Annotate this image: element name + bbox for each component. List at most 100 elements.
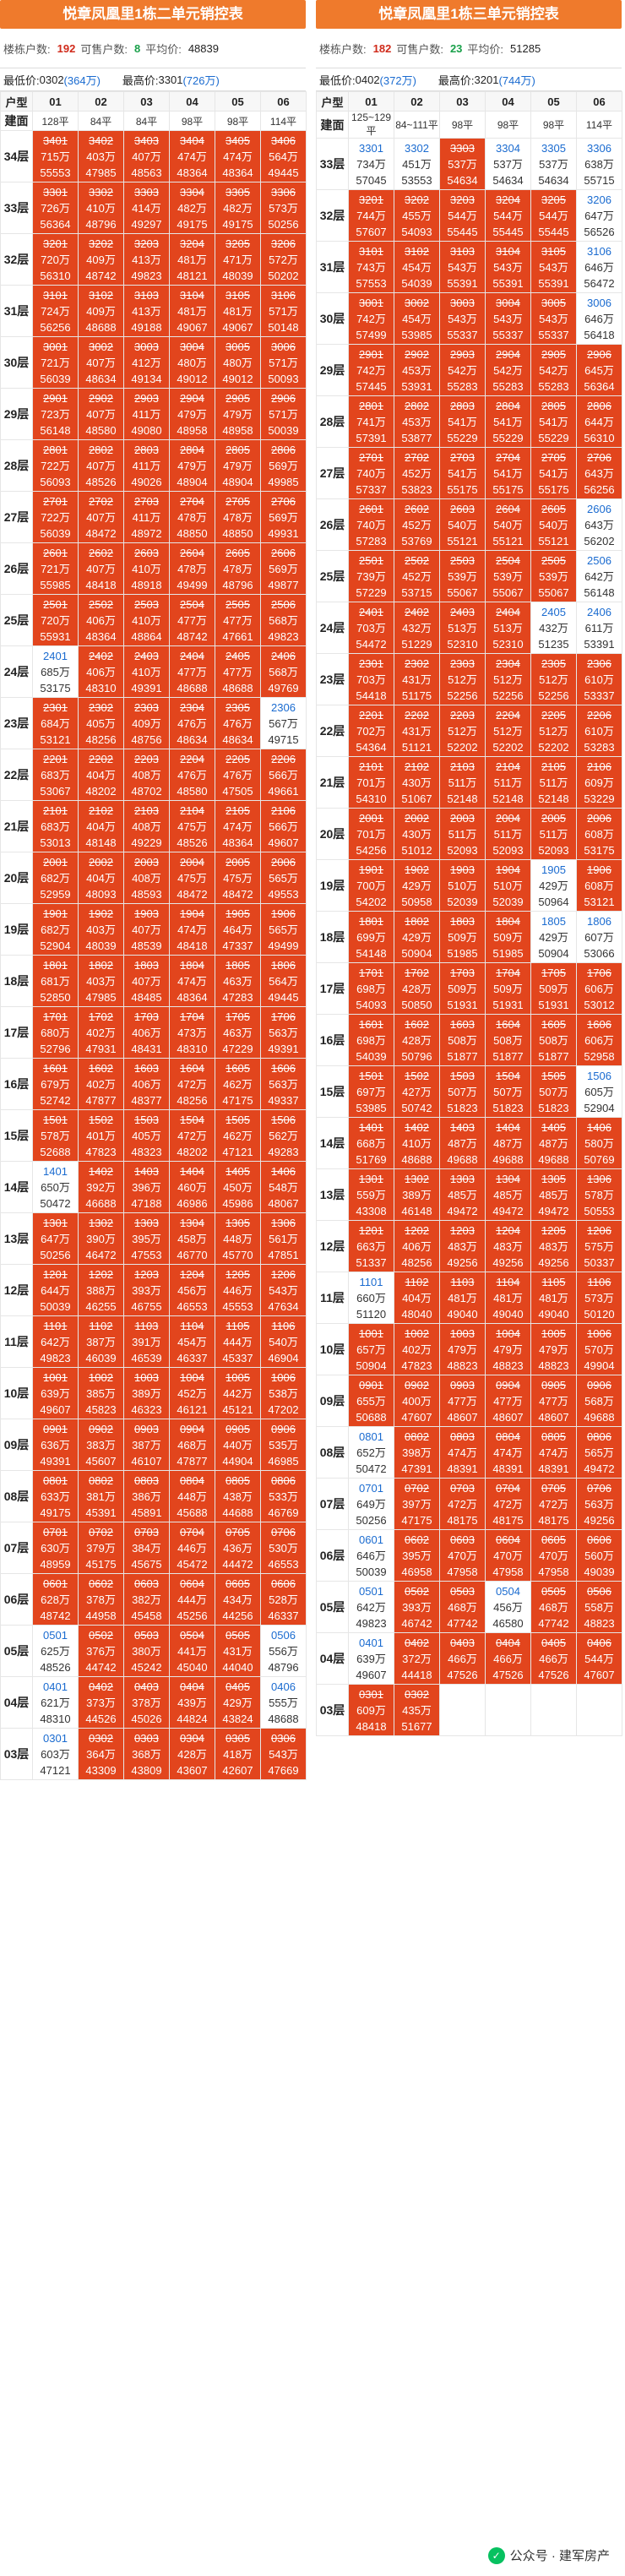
unit-cell-sold[interactable]: 2503 410万 48864 <box>123 594 170 646</box>
unit-cell-sold[interactable]: 2201 683万 53067 <box>32 749 79 801</box>
unit-cell-sold[interactable]: 0704 446万 45472 <box>169 1522 215 1574</box>
unit-cell-sold[interactable]: 1205 483万 49256 <box>530 1220 577 1272</box>
unit-cell-sold[interactable]: 0702 397万 47175 <box>394 1478 440 1530</box>
unit-cell-sold[interactable]: 2805 479万 48904 <box>215 439 261 492</box>
unit-cell-sold[interactable]: 3301 726万 56364 <box>32 182 79 234</box>
unit-cell-sold[interactable]: 2902 407万 48580 <box>78 388 124 440</box>
unit-cell-sold[interactable]: 2601 721万 55985 <box>32 542 79 595</box>
unit-cell-available[interactable]: 1101 660万 51120 <box>348 1272 394 1324</box>
unit-cell-sold[interactable]: 1001 657万 50904 <box>348 1323 394 1375</box>
unit-cell-sold[interactable]: 1302 389万 46148 <box>394 1168 440 1221</box>
unit-cell-sold[interactable]: 0905 477万 48607 <box>530 1375 577 1427</box>
unit-cell-sold[interactable]: 2304 476万 48634 <box>169 697 215 749</box>
unit-cell-sold[interactable]: 3103 543万 55391 <box>439 241 486 293</box>
unit-cell-sold[interactable]: 0405 466万 47526 <box>530 1632 577 1685</box>
unit-cell-sold[interactable]: 1503 507万 51823 <box>439 1065 486 1118</box>
unit-cell-sold[interactable]: 2705 478万 48850 <box>215 491 261 543</box>
unit-cell-sold[interactable]: 1104 454万 46337 <box>169 1315 215 1368</box>
unit-cell-sold[interactable]: 0902 383万 45607 <box>78 1419 124 1471</box>
unit-cell-sold[interactable]: 0503 468万 47742 <box>439 1581 486 1633</box>
unit-cell-sold[interactable]: 2105 474万 48364 <box>215 800 261 852</box>
unit-cell-sold[interactable]: 2804 541万 55229 <box>485 395 531 448</box>
unit-cell-sold[interactable]: 3403 407万 48563 <box>123 130 170 182</box>
unit-cell-available[interactable]: 3305 537万 54634 <box>530 138 577 190</box>
unit-cell-sold[interactable]: 1304 485万 49472 <box>485 1168 531 1221</box>
unit-cell-sold[interactable]: 0804 448万 45688 <box>169 1470 215 1522</box>
unit-cell-sold[interactable]: 1702 402万 47931 <box>78 1006 124 1059</box>
unit-cell-sold[interactable]: 1704 509万 51931 <box>485 962 531 1015</box>
unit-cell-sold[interactable]: 2101 701万 54310 <box>348 756 394 809</box>
unit-cell-sold[interactable]: 3303 414万 49297 <box>123 182 170 234</box>
unit-cell-sold[interactable]: 2906 645万 56364 <box>576 344 622 396</box>
unit-cell-sold[interactable]: 1605 508万 51877 <box>530 1014 577 1066</box>
unit-cell-sold[interactable]: 0903 387万 46107 <box>123 1419 170 1471</box>
unit-cell-sold[interactable]: 3004 480万 49012 <box>169 336 215 389</box>
unit-cell-sold[interactable]: 2704 478万 48850 <box>169 491 215 543</box>
unit-cell-sold[interactable]: 0305 418万 42607 <box>215 1728 261 1780</box>
unit-cell-sold[interactable]: 2605 540万 55121 <box>530 498 577 551</box>
unit-cell-sold[interactable]: 2905 542万 55283 <box>530 344 577 396</box>
unit-cell-sold[interactable]: 3101 724万 56256 <box>32 285 79 337</box>
unit-cell-sold[interactable]: 2705 541万 55175 <box>530 447 577 499</box>
unit-cell-sold[interactable]: 0903 477万 48607 <box>439 1375 486 1427</box>
unit-cell-sold[interactable]: 1406 580万 50769 <box>576 1117 622 1169</box>
unit-cell-sold[interactable]: 0802 381万 45391 <box>78 1470 124 1522</box>
unit-cell-sold[interactable]: 0901 636万 49391 <box>32 1419 79 1471</box>
unit-cell-sold[interactable]: 2604 540万 55121 <box>485 498 531 551</box>
unit-cell-sold[interactable]: 2906 571万 50039 <box>260 388 307 440</box>
unit-cell-sold[interactable]: 0301 609万 48418 <box>348 1684 394 1736</box>
unit-cell-sold[interactable]: 0806 533万 46769 <box>260 1470 307 1522</box>
unit-cell-sold[interactable]: 2002 404万 48093 <box>78 852 124 904</box>
unit-cell-sold[interactable]: 1804 509万 51985 <box>485 911 531 963</box>
unit-cell-sold[interactable]: 1704 473万 48310 <box>169 1006 215 1059</box>
unit-cell-sold[interactable]: 1403 487万 49688 <box>439 1117 486 1169</box>
unit-cell-sold[interactable]: 1503 405万 48323 <box>123 1109 170 1162</box>
unit-cell-sold[interactable]: 2803 541万 55229 <box>439 395 486 448</box>
unit-cell-sold[interactable]: 2101 683万 53013 <box>32 800 79 852</box>
unit-cell-available[interactable]: 3304 537万 54634 <box>485 138 531 190</box>
unit-cell-sold[interactable]: 1002 402万 47823 <box>394 1323 440 1375</box>
unit-cell-sold[interactable]: 2706 569万 49931 <box>260 491 307 543</box>
unit-cell-sold[interactable]: 1501 578万 52688 <box>32 1109 79 1162</box>
unit-cell-available[interactable]: 0401 621万 48310 <box>32 1676 79 1729</box>
unit-cell-sold[interactable]: 0406 544万 47607 <box>576 1632 622 1685</box>
unit-cell-sold[interactable]: 2703 541万 55175 <box>439 447 486 499</box>
unit-cell-sold[interactable]: 1902 403万 48039 <box>78 903 124 956</box>
unit-cell-sold[interactable]: 3302 410万 48796 <box>78 182 124 234</box>
unit-cell-sold[interactable]: 1002 385万 45823 <box>78 1367 124 1419</box>
unit-cell-sold[interactable]: 2504 477万 48742 <box>169 594 215 646</box>
unit-cell-sold[interactable]: 3205 544万 55445 <box>530 189 577 242</box>
unit-cell-sold[interactable]: 0706 563万 49256 <box>576 1478 622 1530</box>
unit-cell-sold[interactable]: 1904 474万 48418 <box>169 903 215 956</box>
unit-cell-sold[interactable]: 0703 384万 45675 <box>123 1522 170 1574</box>
unit-cell-sold[interactable]: 1801 681万 52850 <box>32 955 79 1007</box>
unit-cell-sold[interactable]: 1703 509万 51931 <box>439 962 486 1015</box>
unit-cell-sold[interactable]: 2106 609万 53229 <box>576 756 622 809</box>
unit-cell-sold[interactable]: 1402 410万 48688 <box>394 1117 440 1169</box>
unit-cell-sold[interactable]: 2404 513万 52310 <box>485 602 531 654</box>
unit-cell-sold[interactable]: 3204 544万 55445 <box>485 189 531 242</box>
unit-cell-sold[interactable]: 2402 432万 51229 <box>394 602 440 654</box>
unit-cell-sold[interactable]: 1803 509万 51985 <box>439 911 486 963</box>
unit-cell-sold[interactable]: 2403 513万 52310 <box>439 602 486 654</box>
unit-cell-sold[interactable]: 1106 573万 50120 <box>576 1272 622 1324</box>
unit-cell-sold[interactable]: 0702 379万 45175 <box>78 1522 124 1574</box>
unit-cell-sold[interactable]: 3406 564万 49445 <box>260 130 307 182</box>
unit-cell-sold[interactable]: 1705 463万 47229 <box>215 1006 261 1059</box>
unit-cell-sold[interactable]: 3104 481万 49067 <box>169 285 215 337</box>
unit-cell-sold[interactable]: 3206 572万 50202 <box>260 233 307 286</box>
unit-cell-sold[interactable]: 1405 450万 45986 <box>215 1161 261 1213</box>
unit-cell-sold[interactable]: 1401 668万 51769 <box>348 1117 394 1169</box>
unit-cell-sold[interactable]: 2404 477万 48688 <box>169 645 215 698</box>
unit-cell-sold[interactable]: 0403 378万 45026 <box>123 1676 170 1729</box>
unit-cell-sold[interactable]: 1204 456万 46553 <box>169 1264 215 1316</box>
unit-cell-available[interactable]: 1401 650万 50472 <box>32 1161 79 1213</box>
unit-cell-sold[interactable]: 0503 380万 45242 <box>123 1625 170 1677</box>
unit-cell-sold[interactable]: 1205 446万 45553 <box>215 1264 261 1316</box>
unit-cell-sold[interactable]: 0801 633万 49175 <box>32 1470 79 1522</box>
unit-cell-sold[interactable]: 0806 565万 49472 <box>576 1426 622 1479</box>
unit-cell-available[interactable]: 1806 607万 53066 <box>576 911 622 963</box>
unit-cell-available[interactable]: 0601 646万 50039 <box>348 1529 394 1582</box>
unit-cell-sold[interactable]: 2901 723万 56148 <box>32 388 79 440</box>
unit-cell-sold[interactable]: 2704 541万 55175 <box>485 447 531 499</box>
